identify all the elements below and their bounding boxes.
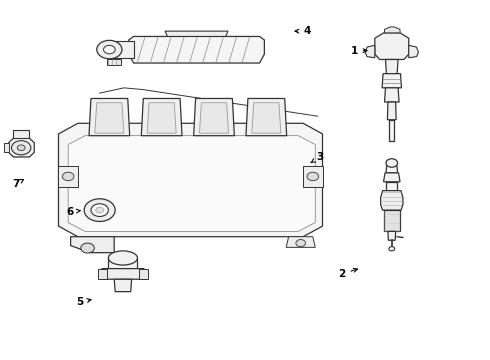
Polygon shape [141, 99, 182, 136]
Polygon shape [107, 59, 122, 65]
Polygon shape [147, 103, 176, 133]
Polygon shape [385, 27, 400, 33]
Text: 4: 4 [295, 26, 311, 36]
Polygon shape [4, 143, 9, 152]
Polygon shape [9, 138, 34, 157]
Polygon shape [89, 99, 130, 136]
Polygon shape [100, 269, 146, 279]
Polygon shape [375, 33, 409, 59]
Polygon shape [98, 269, 107, 279]
Polygon shape [58, 123, 322, 237]
Text: 6: 6 [66, 207, 80, 217]
Circle shape [91, 204, 108, 216]
Polygon shape [286, 237, 315, 247]
Polygon shape [386, 59, 398, 74]
Polygon shape [385, 88, 399, 102]
Polygon shape [390, 120, 394, 141]
Text: 1: 1 [350, 46, 367, 56]
Circle shape [62, 172, 74, 181]
Polygon shape [384, 210, 400, 231]
Polygon shape [384, 173, 400, 182]
Polygon shape [382, 74, 401, 88]
Polygon shape [68, 136, 315, 231]
Polygon shape [129, 36, 265, 63]
Circle shape [307, 172, 318, 181]
Polygon shape [303, 166, 322, 187]
Polygon shape [388, 102, 396, 120]
Polygon shape [58, 166, 78, 187]
Circle shape [11, 141, 31, 155]
Polygon shape [194, 99, 234, 136]
Polygon shape [199, 103, 228, 133]
Circle shape [96, 207, 103, 213]
Polygon shape [109, 41, 134, 58]
Polygon shape [165, 31, 228, 36]
Polygon shape [409, 45, 418, 58]
Circle shape [84, 199, 115, 221]
Polygon shape [252, 103, 281, 133]
Circle shape [296, 239, 306, 247]
Text: 2: 2 [338, 268, 358, 279]
Polygon shape [114, 279, 132, 292]
Polygon shape [95, 103, 124, 133]
Polygon shape [13, 130, 29, 138]
Polygon shape [365, 45, 375, 58]
Polygon shape [139, 269, 147, 279]
Polygon shape [381, 191, 403, 210]
Polygon shape [388, 231, 395, 240]
Polygon shape [71, 237, 114, 253]
Circle shape [103, 45, 115, 54]
Polygon shape [246, 99, 287, 136]
Ellipse shape [108, 251, 138, 265]
Polygon shape [108, 258, 138, 276]
Text: 5: 5 [75, 297, 91, 307]
Circle shape [389, 247, 394, 251]
Circle shape [17, 145, 25, 150]
Circle shape [386, 159, 397, 167]
Polygon shape [387, 182, 397, 191]
Text: 7: 7 [13, 179, 24, 189]
Text: 3: 3 [311, 152, 324, 163]
Circle shape [97, 40, 122, 59]
Polygon shape [386, 163, 397, 173]
Circle shape [81, 243, 95, 253]
